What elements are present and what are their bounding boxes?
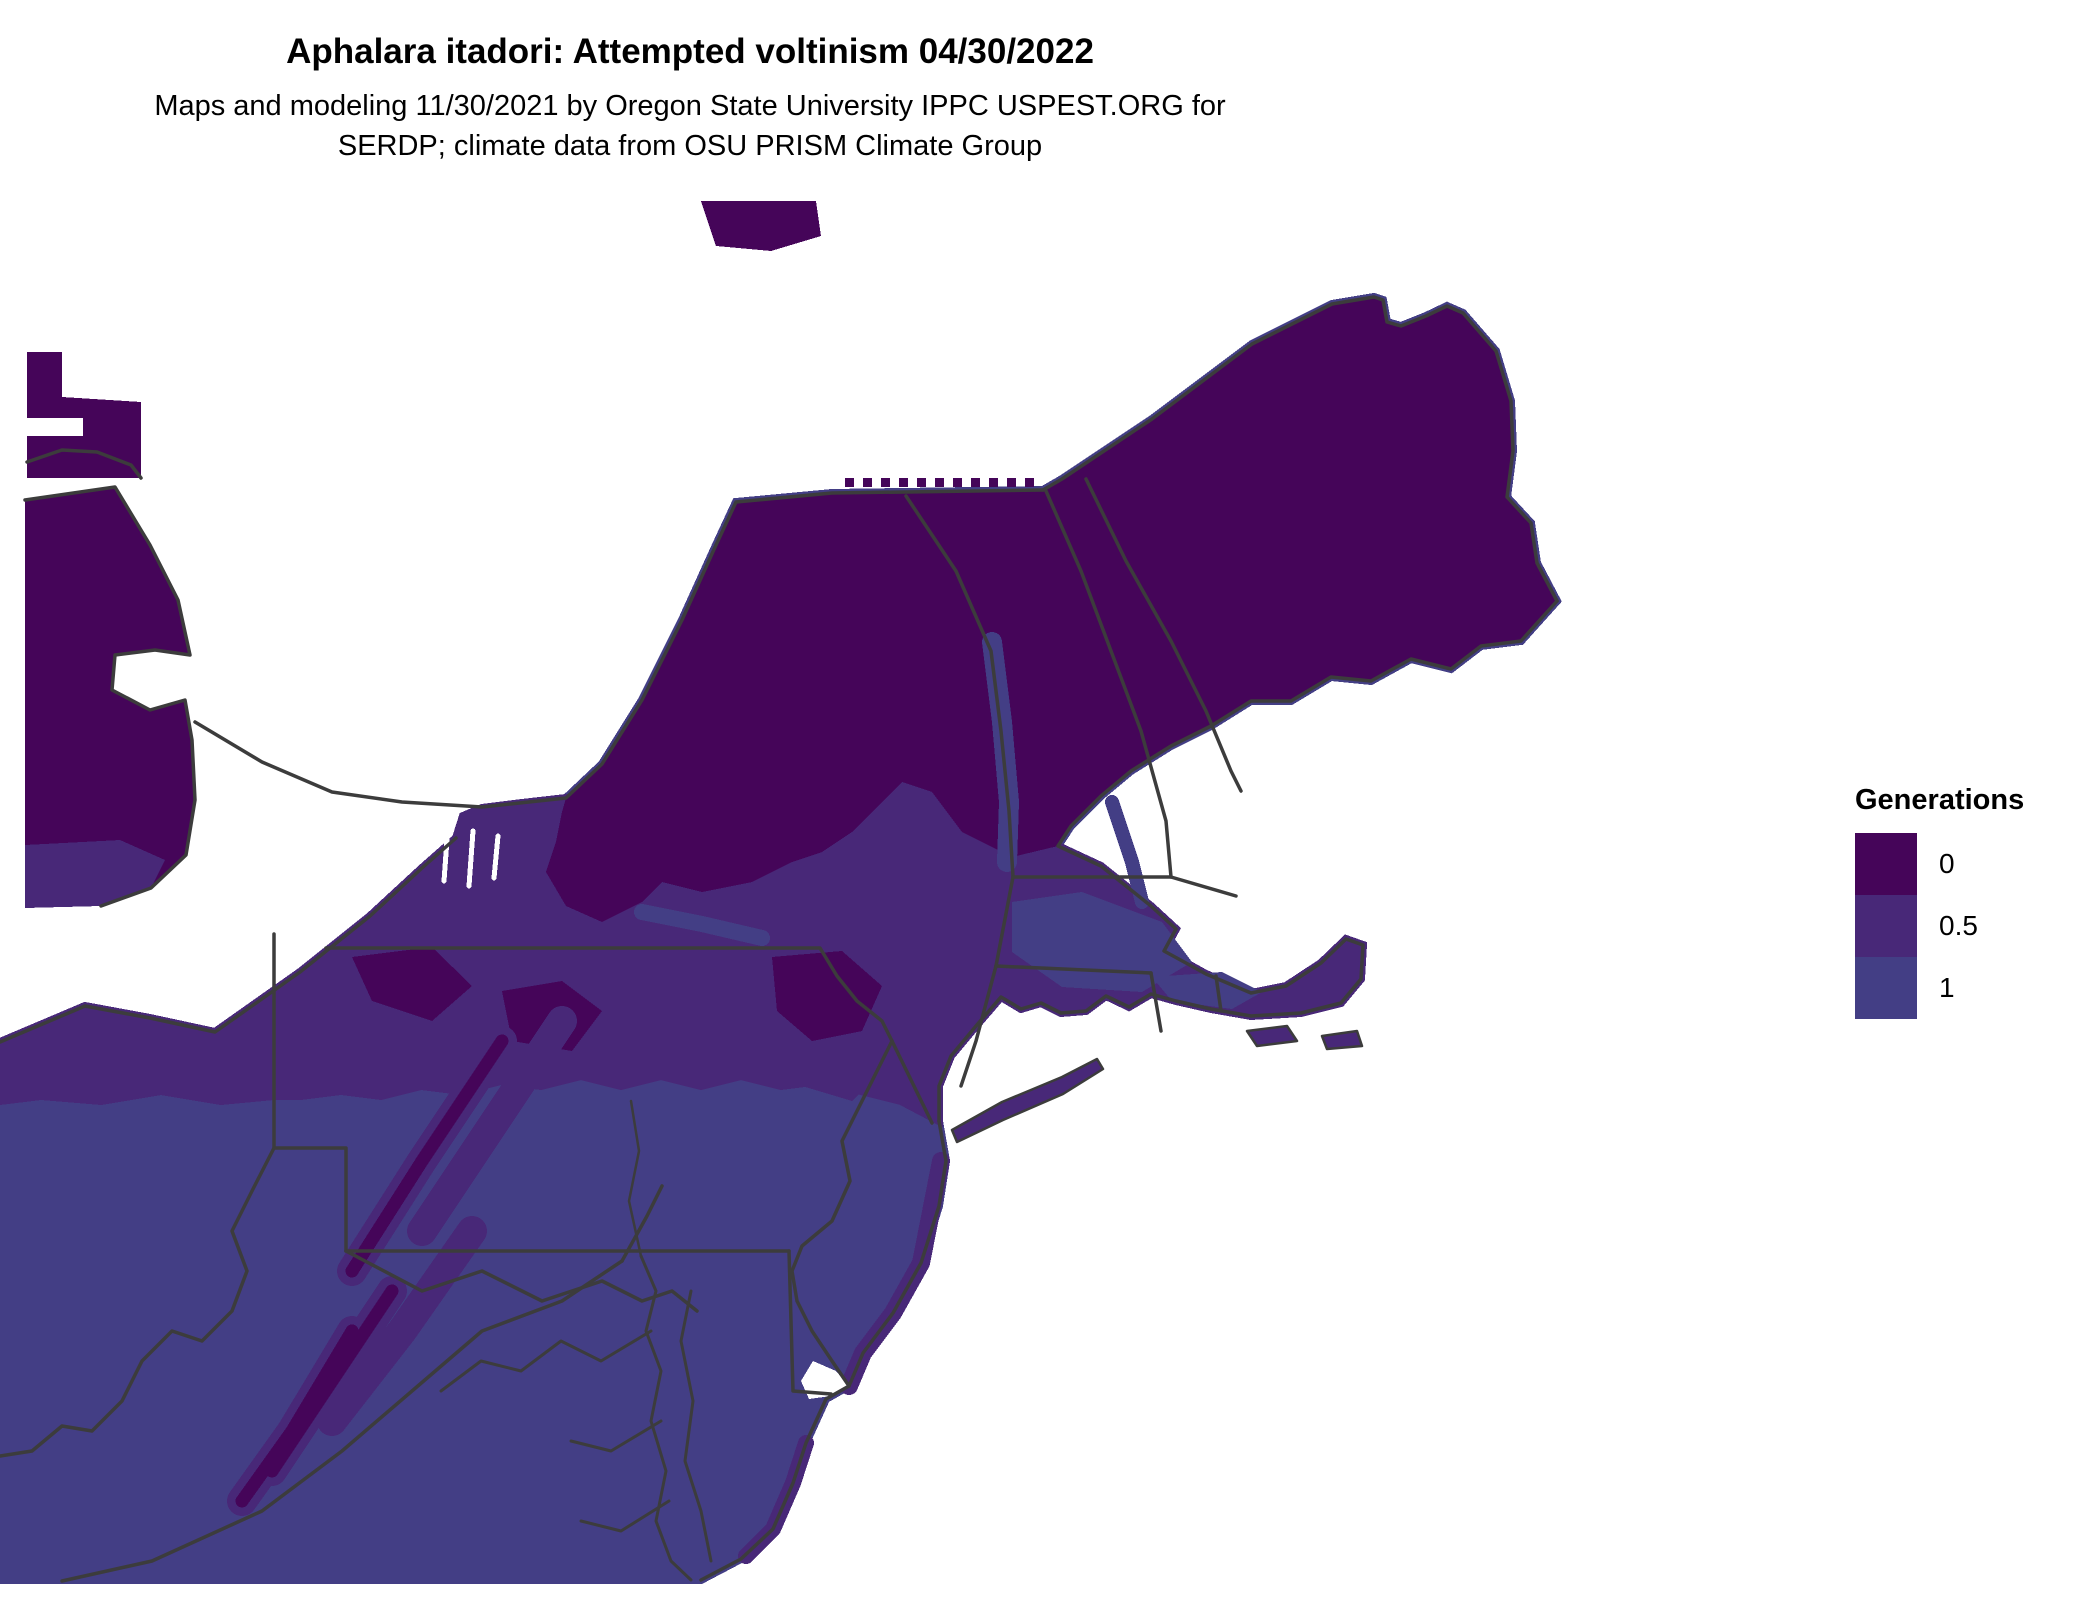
legend-swatch-05 xyxy=(1855,895,1917,957)
subtitle-line-1: Maps and modeling 11/30/2021 by Oregon S… xyxy=(154,90,1226,122)
james-river xyxy=(579,1499,671,1533)
chesapeake-bay-west-shore xyxy=(639,1254,693,1582)
border-wv-va xyxy=(60,1259,624,1583)
appalachian-ridges-dark xyxy=(235,1034,509,1508)
connecticut-river-valley xyxy=(1105,795,1149,909)
chesapeake-bay-east-shore xyxy=(679,1289,713,1563)
subtitle-line-2: SERDP; climate data from OSU PRISM Clima… xyxy=(337,130,1043,162)
ontario-west-shoreline xyxy=(23,485,197,908)
canada-west-shore xyxy=(25,487,195,908)
legend-item-0: 0 xyxy=(1855,833,2100,895)
lake-erie-shoreline xyxy=(0,836,458,1044)
canada-north-patch xyxy=(701,201,821,251)
border-ohio-river xyxy=(0,1146,276,1458)
nantucket-outline xyxy=(1320,1029,1364,1051)
southern-new-england-lowland xyxy=(1012,892,1192,992)
border-ct-ny xyxy=(959,964,998,1088)
legend-swatch-1 xyxy=(1855,957,1917,1019)
legend-swatch-0 xyxy=(1855,833,1917,895)
rhode-island-lowland xyxy=(1152,972,1262,1009)
border-ny-vt xyxy=(904,494,1015,879)
border-nh-me xyxy=(1084,477,1243,793)
st-lawrence-gap xyxy=(27,418,83,436)
marthas-vineyard xyxy=(1247,1026,1297,1046)
canada-west-shore-south xyxy=(25,840,165,908)
legend-item-05: 0.5 xyxy=(1855,895,2100,957)
border-nj-pa-delaware-river xyxy=(790,1039,894,1388)
legend-label-05: 0.5 xyxy=(1939,910,1978,941)
legend: Generations 0 0.5 1 xyxy=(1855,784,2100,1019)
border-pa-oh-wv xyxy=(272,932,348,1253)
potomac-river xyxy=(439,1329,653,1393)
border-wv-va-north-arm xyxy=(620,1184,664,1263)
international-border-line xyxy=(193,488,1045,809)
border-vt-nh xyxy=(1044,489,1173,879)
legend-title: Generations xyxy=(1855,784,2025,816)
canada-kingston-patch xyxy=(27,352,141,478)
border-ri-ma xyxy=(1214,974,1223,1013)
border-ma-south xyxy=(994,964,1153,975)
long-island-outline xyxy=(950,1057,1105,1144)
border-md-wv-potomac xyxy=(344,1249,699,1313)
legend-label-0: 0 xyxy=(1939,848,1955,879)
legend-label-1: 1 xyxy=(1939,972,1955,1003)
border-ct-ri xyxy=(1149,971,1163,1033)
mohawk-valley xyxy=(634,904,770,946)
north-pennsylvania-patch-a xyxy=(352,947,472,1021)
page-title: Aphalara itadori: Attempted voltinism 04… xyxy=(286,32,1094,71)
rappahannock-river xyxy=(569,1419,663,1453)
poconos-patch xyxy=(792,1041,882,1101)
border-ma-north xyxy=(1011,875,1238,898)
land-generation-0 xyxy=(546,297,1557,922)
header: Aphalara itadori: Attempted voltinism 04… xyxy=(0,30,1380,166)
delaware-bay xyxy=(801,1361,849,1399)
border-raster-dashes xyxy=(845,478,1034,487)
maine-canada-border-line xyxy=(1041,295,1559,603)
catskills-patch xyxy=(772,951,882,1041)
susquehanna-river xyxy=(627,1099,643,1258)
finger-lakes xyxy=(441,823,501,889)
border-ma-ny-west xyxy=(994,875,1015,968)
marthas-vineyard-outline xyxy=(1245,1024,1299,1048)
long-island xyxy=(952,1059,1103,1142)
page-subtitle: Maps and modeling 11/30/2021 by Oregon S… xyxy=(0,86,1380,166)
atlantic-coastline-north xyxy=(937,599,1559,1123)
kingston-border-line xyxy=(25,448,143,480)
legend-item-1: 1 xyxy=(1855,957,2100,1019)
border-delaware xyxy=(787,1249,833,1396)
